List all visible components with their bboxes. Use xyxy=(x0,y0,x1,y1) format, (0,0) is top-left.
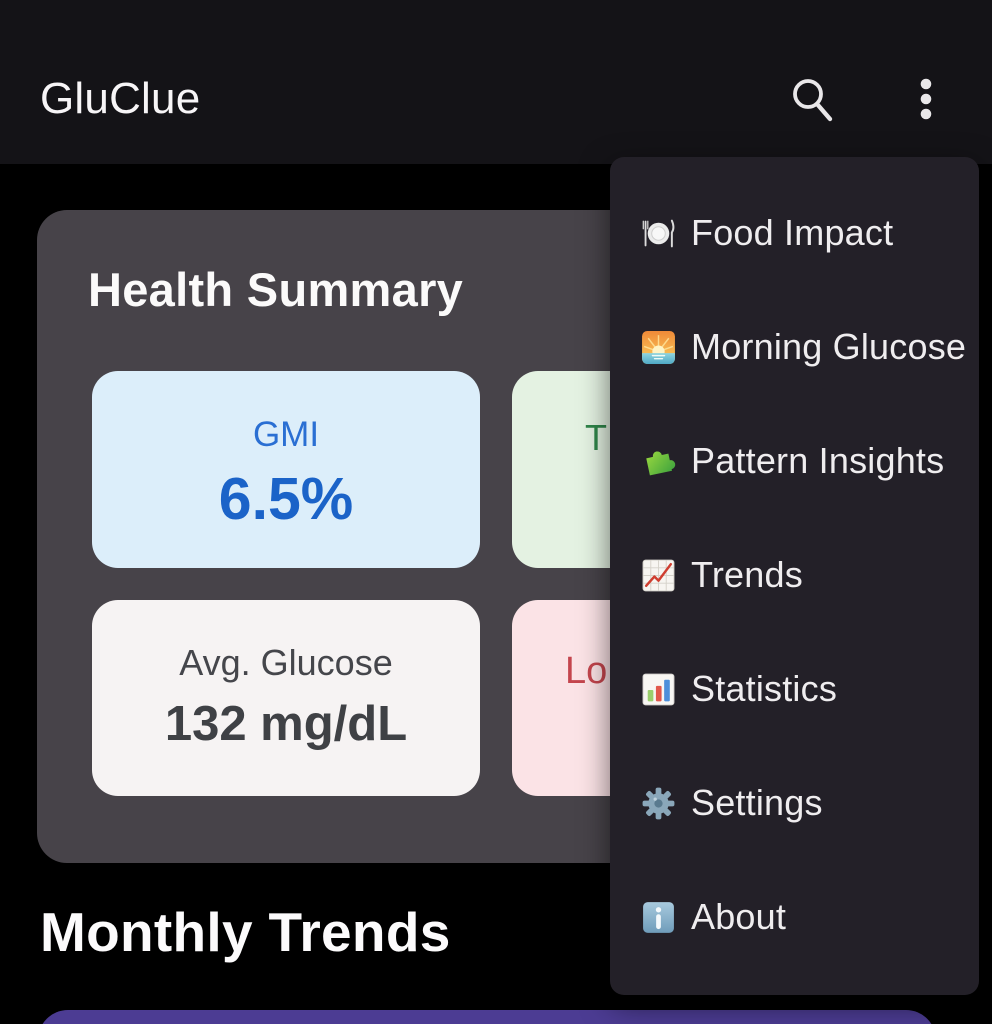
tile-green-label: T xyxy=(585,417,607,458)
menu-item-food-impact[interactable]: Food Impact xyxy=(610,176,979,290)
tile-avg-glucose-label: Avg. Glucose xyxy=(179,642,393,683)
monthly-trends-heading: Monthly Trends xyxy=(40,901,451,963)
menu-item-label: Settings xyxy=(691,782,823,823)
app-bar: GluClue xyxy=(0,0,992,164)
puzzle-icon xyxy=(640,443,677,480)
more-vert-icon xyxy=(908,78,944,131)
menu-item-label: Food Impact xyxy=(691,212,894,253)
sunrise-icon xyxy=(640,329,677,366)
tile-gmi-label: GMI xyxy=(252,415,320,454)
overflow-menu: Food Impact xyxy=(610,157,979,995)
tile-pink-label: Lo xyxy=(565,650,608,692)
tile-gmi: GMI 6.5% xyxy=(92,371,480,568)
menu-item-label: About xyxy=(691,896,787,937)
search-icon xyxy=(780,79,836,129)
gear-icon xyxy=(640,785,677,822)
app-title: GluClue xyxy=(40,74,201,123)
tile-gmi-value: 6.5% xyxy=(218,466,354,532)
tile-avg-glucose: Avg. Glucose 132 mg/dL xyxy=(92,600,480,796)
info-icon xyxy=(640,899,677,936)
line-chart-icon xyxy=(640,557,677,594)
more-options-button[interactable] xyxy=(908,72,944,128)
tile-avg-glucose-value: 132 mg/dL xyxy=(164,697,408,751)
menu-item-label: Statistics xyxy=(691,668,838,709)
menu-item-label: Morning Glucose xyxy=(691,326,967,367)
menu-item-morning-glucose[interactable]: Morning Glucose xyxy=(610,290,979,404)
menu-item-pattern-insights[interactable]: Pattern Insights xyxy=(610,404,979,518)
menu-item-about[interactable]: About xyxy=(610,860,979,974)
search-button[interactable] xyxy=(780,66,836,126)
menu-item-statistics[interactable]: Statistics xyxy=(610,632,979,746)
monthly-trends-card-top xyxy=(38,1010,936,1024)
bar-chart-icon xyxy=(640,671,677,708)
meal-icon xyxy=(640,215,677,252)
menu-item-settings[interactable]: Settings xyxy=(610,746,979,860)
menu-item-trends[interactable]: Trends xyxy=(610,518,979,632)
health-summary-title: Health Summary xyxy=(88,263,464,316)
menu-item-label: Trends xyxy=(691,554,803,595)
menu-item-label: Pattern Insights xyxy=(691,440,945,481)
